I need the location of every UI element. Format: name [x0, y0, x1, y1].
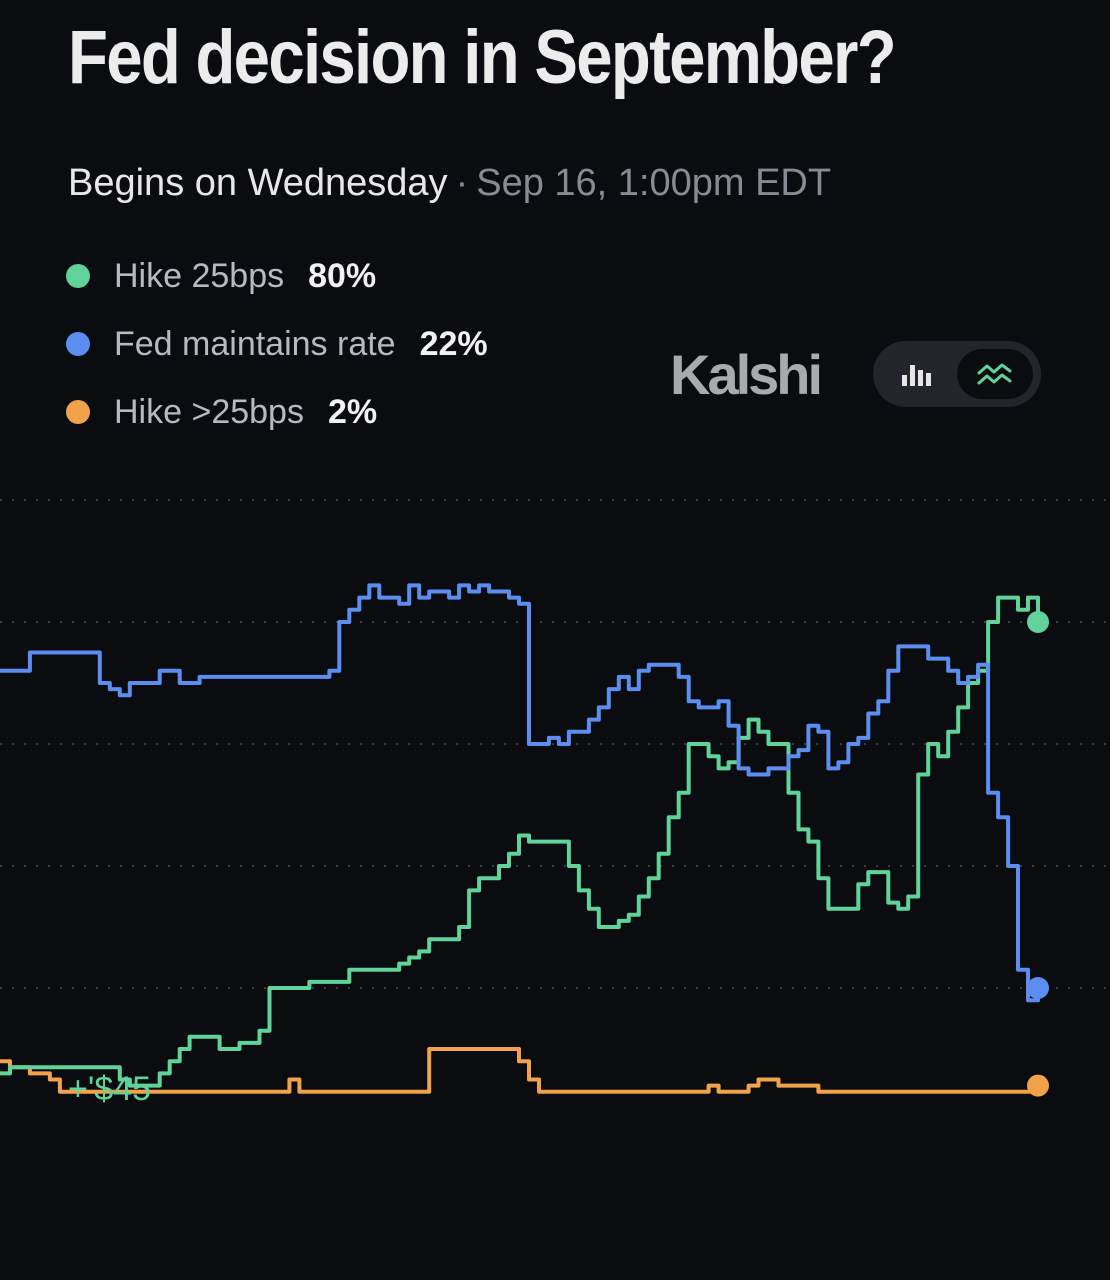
legend-dot [66, 400, 90, 424]
legend-dot [66, 332, 90, 356]
series-line-hike-25bps [0, 595, 1040, 1088]
series-endpoint-fed-maintains-rate[interactable] [1027, 977, 1049, 999]
legend-item-hike-25bps[interactable]: Hike 25bps 80% [66, 242, 488, 310]
chart-series [0, 583, 1049, 1097]
line-chart-icon[interactable] [957, 349, 1033, 399]
chart-gridlines [0, 499, 1110, 989]
market-title: Fed decision in September? [68, 15, 897, 100]
legend: Hike 25bps 80% Fed maintains rate 22% Hi… [66, 242, 488, 446]
legend-item-hike-over-25bps[interactable]: Hike >25bps 2% [66, 378, 488, 446]
series-line-fed-maintains-rate [0, 583, 1040, 1003]
event-date: Sep 16, 1:00pm EDT [476, 162, 832, 204]
legend-item-fed-maintains[interactable]: Fed maintains rate 22% [66, 310, 488, 378]
legend-value: 2% [327, 392, 378, 431]
series-endpoint-hike-25bps[interactable] [1027, 1074, 1049, 1097]
series-endpoint-hike-25bps[interactable] [1027, 611, 1049, 633]
probability-chart[interactable]: +'$45 [0, 480, 1110, 1140]
subtitle-separator: · [455, 162, 469, 204]
legend-value: 80% [308, 256, 377, 295]
legend-dot [66, 264, 90, 288]
trade-annotation: +'$45 [68, 1070, 151, 1108]
legend-label: Hike >25bps [114, 392, 304, 431]
legend-label: Fed maintains rate [114, 324, 396, 363]
series-line-hike-25bps [0, 1047, 1040, 1094]
bar-chart-icon[interactable] [893, 351, 939, 397]
chart-view-toggle[interactable] [873, 341, 1041, 407]
kalshi-logo: Kalshi [670, 343, 823, 406]
legend-label: Hike 25bps [114, 256, 285, 295]
market-subtitle: Begins on Wednesday · Sep 16, 1:00pm EDT [68, 162, 831, 205]
legend-value: 22% [419, 324, 488, 363]
begins-label: Begins on Wednesday [68, 162, 448, 204]
